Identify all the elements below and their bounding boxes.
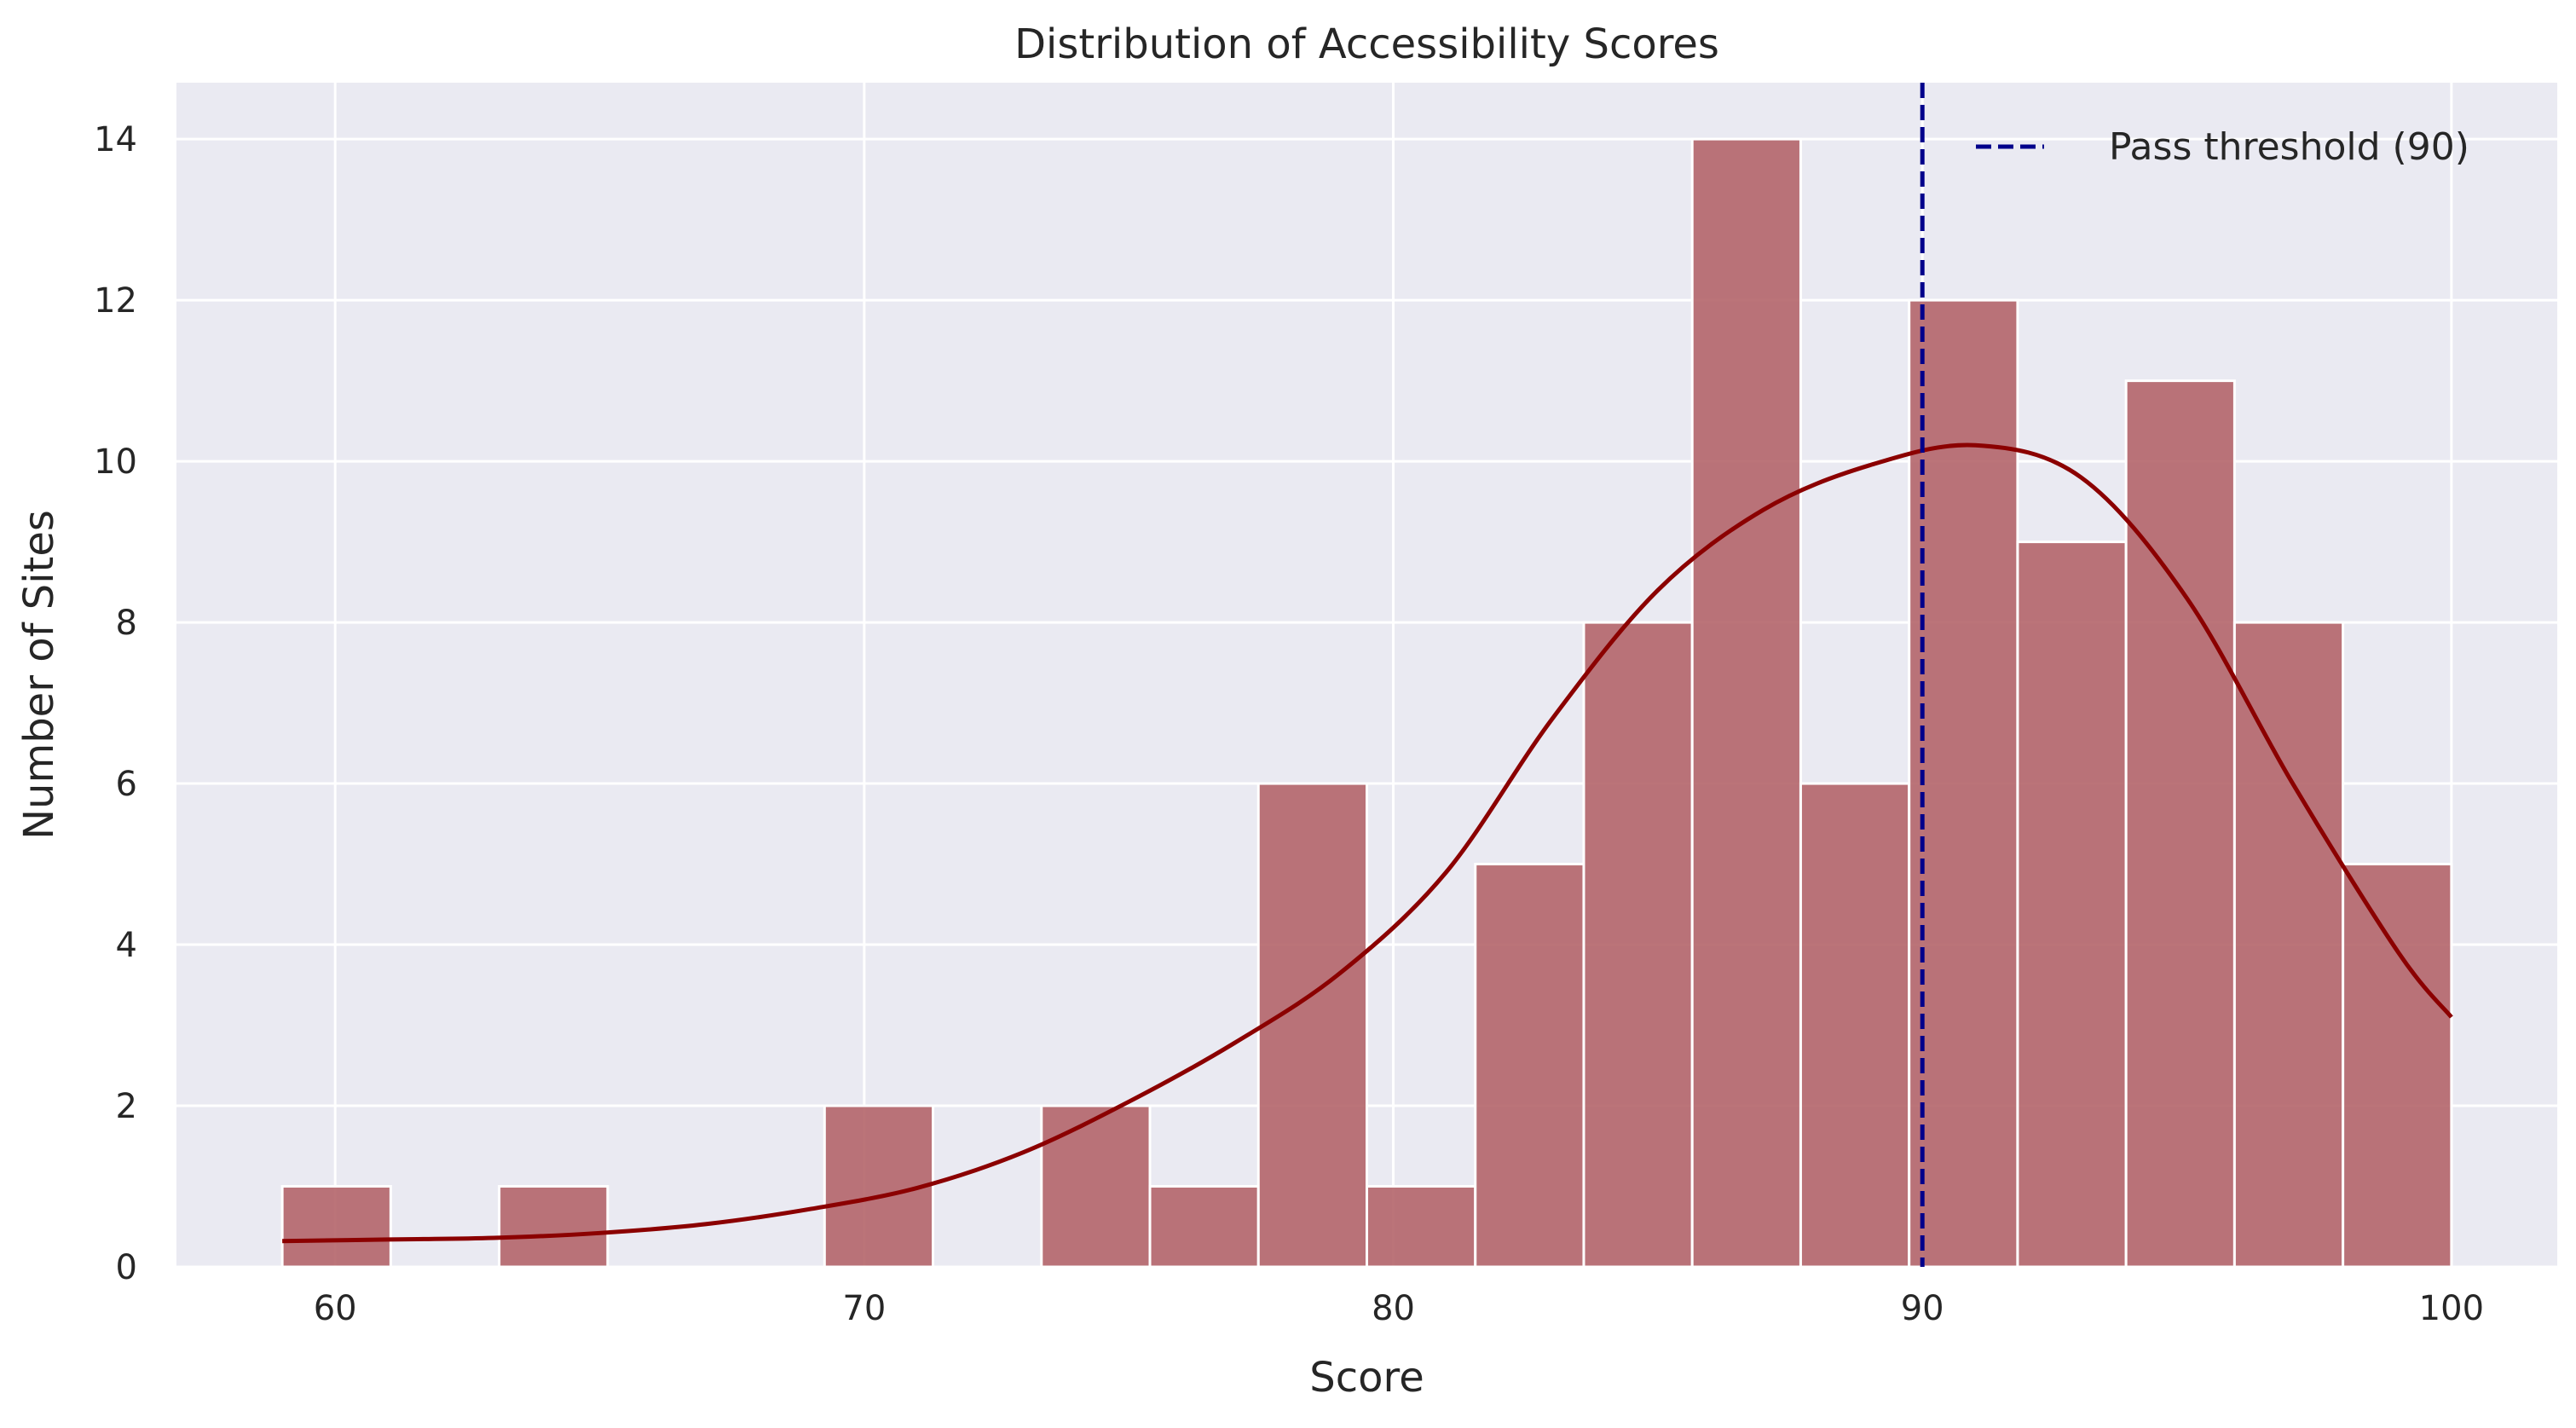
histogram-bar xyxy=(1799,782,1911,1269)
y-axis-label: Number of Sites xyxy=(15,510,63,840)
x-tick-label: 90 xyxy=(1901,1289,1944,1328)
histogram-bar xyxy=(2124,379,2236,1269)
histogram-bar xyxy=(1256,782,1368,1269)
y-tick-label: 4 xyxy=(116,926,137,965)
y-tick-label: 10 xyxy=(94,442,137,482)
histogram-bar xyxy=(1582,621,1694,1269)
histogram-bar xyxy=(2016,541,2128,1269)
legend-threshold-label: Pass threshold (90) xyxy=(2109,125,2469,169)
legend: Pass threshold (90) xyxy=(1976,125,2469,169)
x-tick-label: 80 xyxy=(1372,1289,1415,1328)
kde-curve xyxy=(282,442,2453,1244)
y-tick-label: 6 xyxy=(116,765,137,804)
histogram-bar xyxy=(280,1185,392,1269)
histogram-bars xyxy=(280,137,2453,1269)
histogram-bar xyxy=(1366,1185,1477,1269)
histogram-bar xyxy=(2342,863,2453,1269)
y-tick-label: 8 xyxy=(116,604,137,643)
y-tick-label: 0 xyxy=(116,1248,137,1287)
histogram-bar xyxy=(1908,298,2019,1269)
histogram-bar xyxy=(1474,863,1585,1269)
chart-title: Distribution of Accessibility Scores xyxy=(1014,20,1719,68)
x-tick-label: 100 xyxy=(2419,1289,2484,1328)
y-tick-label: 2 xyxy=(116,1087,137,1126)
x-tick-label: 70 xyxy=(842,1289,886,1328)
y-axis-ticks: 0 2 4 6 8 10 12 14 xyxy=(94,120,137,1287)
histogram-bar xyxy=(498,1185,609,1269)
x-tick-label: 60 xyxy=(314,1289,357,1328)
histogram-bar xyxy=(1148,1185,1260,1269)
histogram-bar xyxy=(2232,621,2345,1269)
histogram-bar xyxy=(1040,1104,1152,1269)
x-axis-label: Score xyxy=(1309,1354,1424,1402)
y-tick-label: 14 xyxy=(94,120,137,159)
y-tick-label: 12 xyxy=(94,281,137,321)
histogram-bar xyxy=(1690,137,1802,1269)
x-axis-ticks: 60 70 80 90 100 xyxy=(314,1289,2484,1328)
